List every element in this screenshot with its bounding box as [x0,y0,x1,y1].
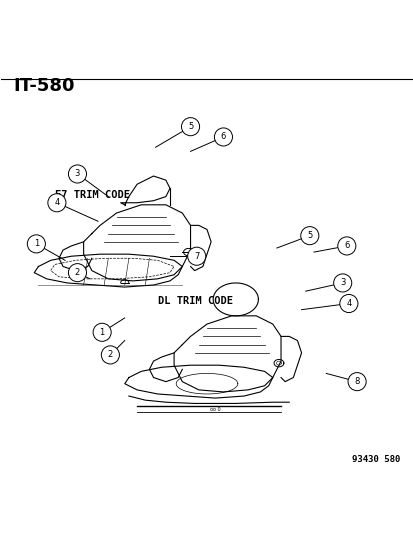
Text: 93430 580: 93430 580 [351,455,399,464]
Text: 1: 1 [33,239,39,248]
Circle shape [333,274,351,292]
Text: 8: 8 [354,377,359,386]
Text: 6: 6 [220,133,225,141]
Polygon shape [124,365,272,398]
Polygon shape [34,254,182,287]
Text: 5: 5 [188,122,193,131]
Circle shape [339,294,357,312]
Text: 1: 1 [99,328,104,337]
Text: 3: 3 [75,169,80,179]
Text: 7: 7 [194,252,199,261]
Text: 2: 2 [75,268,80,277]
Circle shape [347,373,365,391]
Circle shape [181,118,199,136]
Circle shape [337,237,355,255]
Text: 3: 3 [339,278,344,287]
Circle shape [27,235,45,253]
Text: IT-580: IT-580 [14,77,75,95]
Circle shape [93,323,111,341]
Text: 4: 4 [345,299,351,308]
Circle shape [300,227,318,245]
Circle shape [101,346,119,364]
Text: 4: 4 [54,198,59,207]
Circle shape [48,193,66,212]
Text: 6: 6 [343,241,349,251]
Circle shape [214,128,232,146]
Text: 2: 2 [107,350,113,359]
Circle shape [68,165,86,183]
Circle shape [187,247,205,265]
Text: oo 0: oo 0 [209,407,220,412]
Text: DL TRIM CODE: DL TRIM CODE [157,296,232,306]
Text: F7 TRIM CODE: F7 TRIM CODE [55,190,130,199]
Circle shape [68,264,86,282]
Text: 5: 5 [306,231,312,240]
